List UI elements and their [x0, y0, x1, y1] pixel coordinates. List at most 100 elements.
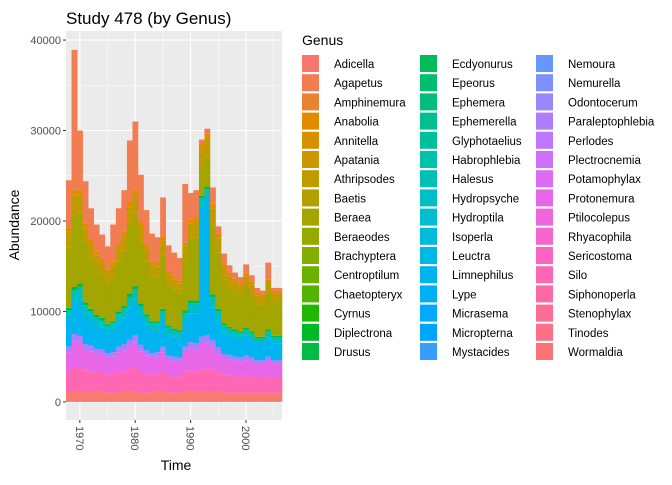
bar-segment — [93, 317, 100, 326]
legend-key — [302, 131, 319, 149]
bar-segment — [171, 376, 178, 393]
bar-segment — [232, 281, 238, 292]
bar-segment — [198, 391, 205, 402]
bar-segment — [132, 286, 139, 290]
bar-segment — [138, 392, 144, 402]
bar-segment — [160, 240, 166, 256]
legend-key — [420, 131, 437, 149]
bar-segment — [66, 319, 72, 347]
bar-segment — [165, 245, 172, 272]
bar-segment — [221, 253, 227, 265]
bar-segment — [237, 333, 244, 340]
bar-segment — [243, 276, 250, 288]
legend-key — [420, 323, 437, 341]
bar-segment — [99, 353, 106, 373]
bar-segment — [165, 360, 172, 376]
bar-segment — [77, 189, 83, 195]
bar-segment — [93, 224, 100, 252]
legend-key — [420, 227, 437, 245]
bar-segment — [243, 327, 250, 330]
bar-segment — [104, 353, 111, 358]
legend-label: Ptilocolepus — [568, 213, 630, 225]
bar-segment — [193, 300, 200, 304]
bar-segment — [71, 301, 78, 335]
x-tick-label: 1990 — [184, 426, 196, 450]
bar-segment — [110, 330, 117, 353]
bar-segment — [82, 370, 89, 392]
bar-segment — [88, 239, 94, 244]
bar-segment — [182, 246, 189, 260]
bar-segment — [121, 308, 128, 318]
legend-key — [536, 304, 553, 322]
bar-segment — [138, 306, 144, 316]
bar-segment — [210, 203, 216, 209]
bar-segment — [193, 343, 200, 350]
legend-label: Rhyacophila — [568, 232, 632, 244]
bar-segment — [138, 225, 144, 242]
bar-segment — [204, 133, 211, 138]
bar-segment — [270, 377, 277, 393]
bar-segment — [143, 350, 150, 356]
bar-segment — [143, 314, 150, 317]
bar-segment — [254, 338, 261, 345]
legend-label: Epeorus — [452, 78, 495, 90]
legend-label: Micropterna — [452, 328, 513, 340]
bar-segment — [232, 337, 238, 357]
legend-label: Ephemerella — [452, 117, 517, 129]
bar-segment — [115, 311, 122, 315]
bar-segment — [115, 352, 122, 372]
bar-segment — [154, 266, 161, 278]
bar-segment — [93, 268, 100, 316]
bar-segment — [160, 346, 166, 353]
bar-segment — [276, 293, 283, 303]
bar-segment — [154, 373, 161, 392]
bar-segment — [243, 392, 250, 402]
bar-segment — [171, 279, 178, 290]
bar-segment — [276, 335, 283, 338]
bar-segment — [204, 391, 211, 402]
bar-segment — [182, 313, 189, 322]
bar-segment — [171, 289, 178, 329]
bar-segment — [226, 392, 233, 402]
bar-segment — [254, 363, 261, 378]
legend-key — [536, 266, 553, 284]
bar-segment — [193, 313, 200, 344]
x-tick-label: 1970 — [73, 426, 85, 450]
bar-segment — [270, 337, 277, 344]
bar-segment — [221, 353, 227, 359]
bar-segment — [110, 323, 117, 331]
bar-segment — [88, 243, 94, 258]
bar-segment — [121, 231, 128, 237]
bar-segment — [215, 252, 222, 309]
bar-segment — [215, 308, 222, 312]
bar-segment — [193, 303, 200, 314]
x-tick-label: 1980 — [128, 426, 140, 450]
bar-segment — [176, 330, 183, 333]
bar-segment — [126, 207, 133, 226]
bar-segment — [243, 355, 250, 361]
bar-segment — [149, 276, 155, 322]
bar-segment — [226, 328, 233, 335]
bar-segment — [143, 355, 150, 374]
bar-segment — [276, 343, 283, 361]
bar-segment — [215, 353, 222, 373]
legend-key — [302, 74, 319, 92]
bar-segment — [187, 370, 194, 392]
bar-segment — [204, 189, 211, 198]
bar-segment — [77, 194, 83, 213]
bar-segment — [276, 363, 283, 378]
bar-segment — [182, 183, 189, 243]
legend-label: Cyrnus — [334, 309, 371, 321]
bar-segment — [243, 360, 250, 376]
y-axis-title: Abundance — [6, 189, 22, 260]
bar-segment — [71, 367, 78, 392]
legend-label: Ephemera — [452, 97, 506, 109]
bar-segment — [132, 189, 139, 195]
bar-segment — [121, 306, 128, 309]
bar-segment — [71, 190, 78, 196]
bar-segment — [259, 294, 266, 297]
legend-label: Isoperla — [452, 232, 494, 244]
bar-segment — [226, 354, 233, 360]
legend-label: Brachyptera — [334, 251, 397, 263]
bar-segment — [221, 332, 227, 354]
